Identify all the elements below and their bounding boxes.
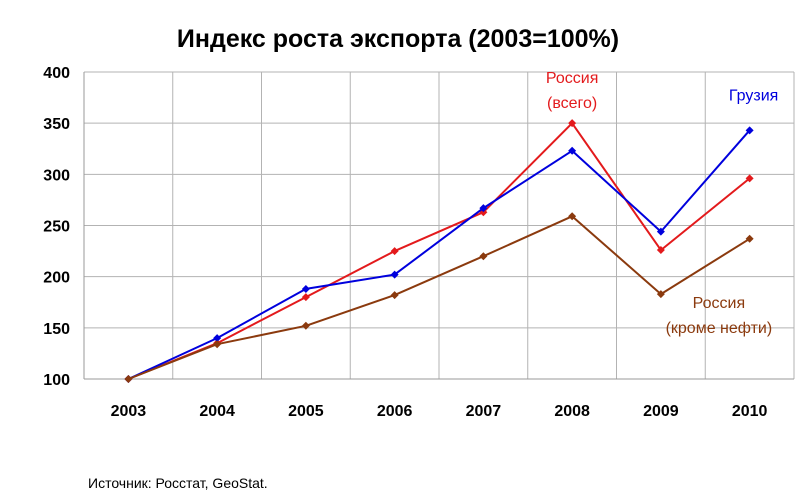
- x-tick-label: 2007: [466, 403, 502, 420]
- x-tick-label: 2008: [554, 403, 590, 420]
- chart-title: Индекс роста экспорта (2003=100%): [177, 25, 619, 53]
- x-tick-label: 2005: [288, 403, 324, 420]
- data-point: [213, 334, 222, 343]
- y-tick-label: 200: [43, 270, 70, 287]
- y-tick-label: 100: [43, 372, 70, 389]
- x-tick-label: 2004: [199, 403, 235, 420]
- data-point: [301, 293, 310, 302]
- series-annotation-2: Россия: [693, 295, 745, 312]
- annotations: Россия (всего) Грузия Россия (кроме нефти): [546, 70, 778, 337]
- source-note: Источник: Росстат, GeoStat.: [88, 475, 268, 491]
- series-annotation-1: Грузия: [729, 87, 778, 104]
- series-line: [127, 129, 751, 380]
- data-point: [301, 321, 310, 330]
- data-point: [568, 212, 577, 221]
- data-point: [390, 291, 399, 300]
- data-point: [656, 246, 665, 255]
- series-annotation-0: Россия: [546, 70, 598, 87]
- y-tick-label: 250: [43, 219, 70, 236]
- data-point: [568, 146, 577, 155]
- data-point: [745, 126, 754, 135]
- data-point: [390, 270, 399, 279]
- series-annotation-0: (всего): [547, 95, 597, 112]
- data-point: [390, 247, 399, 256]
- axes: 100 150 200 250 300 350 400 2003 2004 2005 2006 200…: [43, 65, 794, 420]
- data-point: [745, 174, 754, 183]
- series-2: [124, 212, 754, 383]
- series-lines: [124, 119, 754, 383]
- x-tick-label: 2003: [111, 403, 147, 420]
- data-point: [479, 252, 488, 261]
- data-point: [479, 204, 488, 213]
- y-tick-label: 150: [43, 321, 70, 338]
- x-tick-label: 2006: [377, 403, 413, 420]
- data-point: [656, 290, 665, 299]
- gridlines: [83, 71, 795, 380]
- x-tick-label: 2010: [732, 403, 768, 420]
- y-tick-label: 350: [43, 116, 70, 133]
- y-tick-label: 400: [43, 65, 70, 82]
- series-1: [124, 126, 754, 383]
- data-point: [656, 227, 665, 236]
- series-annotation-2: (кроме нефти): [666, 320, 773, 337]
- data-point: [568, 119, 577, 128]
- x-tick-label: 2009: [643, 403, 679, 420]
- series-line: [128, 215, 751, 380]
- data-point: [301, 284, 310, 293]
- series-line: [128, 122, 751, 380]
- data-point: [745, 234, 754, 243]
- data-point: [213, 340, 222, 349]
- data-point: [124, 375, 133, 383]
- y-tick-label: 300: [43, 167, 70, 184]
